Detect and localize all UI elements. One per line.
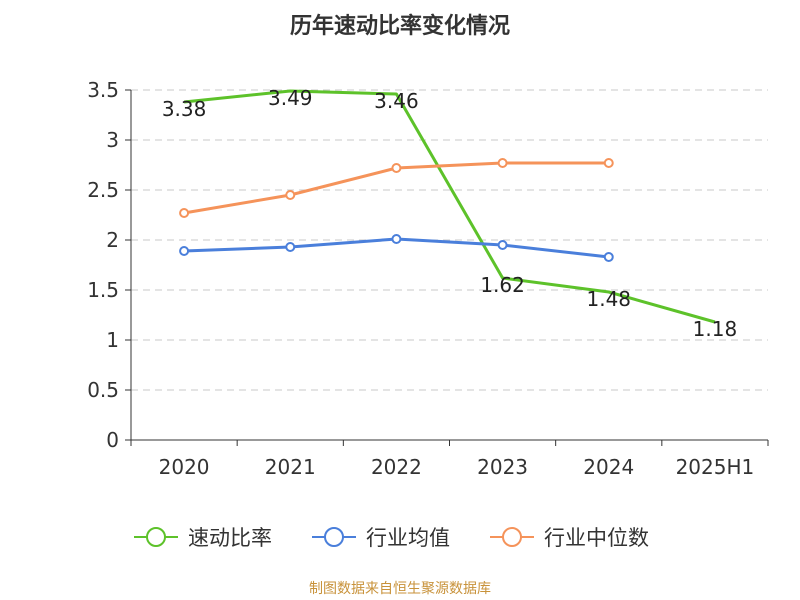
series-lines [179, 89, 716, 324]
axes: 0 0.5 1 1.5 2 2.5 3 3.5 2020 2021 2022 2023 2024 2025… [87, 78, 769, 479]
legend-marker-icon [502, 527, 522, 547]
legend-item-0: 速动比率 [134, 526, 272, 550]
data-point [497, 158, 508, 168]
y-tick-label: 3 [106, 128, 119, 152]
legend-item-1: 行业均值 [312, 526, 450, 550]
x-tick-label: 2024 [583, 455, 634, 479]
legend-label: 速动比率 [188, 526, 272, 550]
data-labels: 3.38 3.49 3.46 1.62 1.48 1.18 [162, 86, 737, 341]
data-point [179, 208, 190, 218]
legend-marker-icon [146, 527, 166, 547]
legend-label: 行业中位数 [544, 526, 649, 550]
legend-marker-icon [324, 527, 344, 547]
legend-item-2: 行业中位数 [490, 526, 649, 550]
y-tick-label: 1 [106, 328, 119, 352]
data-point [603, 158, 614, 168]
data-label: 3.38 [162, 97, 207, 121]
data-label: 1.18 [693, 317, 738, 341]
data-point [497, 240, 508, 250]
legend-label: 行业均值 [366, 526, 450, 550]
data-label: 3.46 [374, 89, 419, 113]
data-point [285, 190, 296, 200]
x-tick-label: 2025H1 [676, 455, 755, 479]
legend: 速动比率 行业均值 行业中位数 [134, 526, 649, 550]
data-point [391, 234, 402, 244]
y-tick-label: 0 [106, 428, 119, 452]
x-tick-label: 2021 [265, 455, 316, 479]
data-label: 1.62 [480, 273, 525, 297]
y-tick-label: 1.5 [87, 278, 119, 302]
data-label: 3.49 [268, 86, 313, 110]
x-tick-label: 2023 [477, 455, 528, 479]
y-tick-label: 0.5 [87, 378, 119, 402]
x-tick-label: 2022 [371, 455, 422, 479]
y-tick-label: 3.5 [87, 78, 119, 102]
y-tick-label: 2.5 [87, 178, 119, 202]
chart-title: 历年速动比率变化情况 [289, 14, 510, 39]
data-point [179, 246, 190, 256]
data-label: 1.48 [586, 287, 631, 311]
grid-lines [131, 89, 768, 391]
x-tick-label: 2020 [159, 455, 210, 479]
data-point [285, 242, 296, 252]
data-point [603, 252, 614, 262]
series-line-0 [183, 89, 716, 324]
footer-source: 制图数据来自恒生聚源数据库 [309, 581, 491, 597]
data-point [391, 163, 402, 173]
y-tick-label: 2 [106, 228, 119, 252]
